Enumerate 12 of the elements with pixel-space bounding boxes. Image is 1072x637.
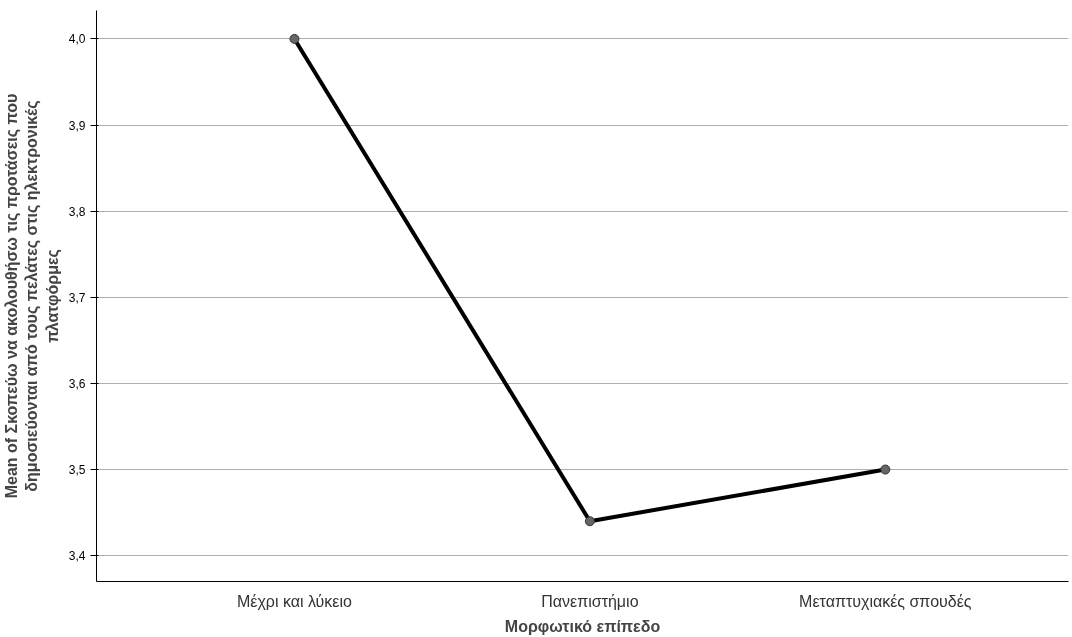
x-tick-label: Πανεπιστήμιο (541, 592, 639, 610)
y-tick-label: 3,8 (68, 204, 86, 219)
y-tick-label: 3,9 (68, 118, 86, 133)
y-tick-label: 3,4 (68, 549, 86, 564)
y-axis-title: Mean of Σκοπεύω να ακολουθήσω τις προτάσεις που δημοσιεύονται από τους πελάτες στις ηλεκτρονικές πλατφόρμες (3, 93, 62, 499)
y-tick-label: 3,7 (68, 290, 86, 305)
x-tick-label: Μέχρι και λύκειο (236, 592, 353, 610)
y-tick-label: 3,6 (68, 376, 86, 391)
y-tick-label: 4,0 (68, 32, 86, 47)
x-tick-label: Μεταπτυχιακές σπουδές (799, 592, 972, 610)
y-tick-label: 3,5 (68, 463, 86, 478)
x-axis-title: Μορφωτικό επίπεδο (504, 617, 661, 635)
